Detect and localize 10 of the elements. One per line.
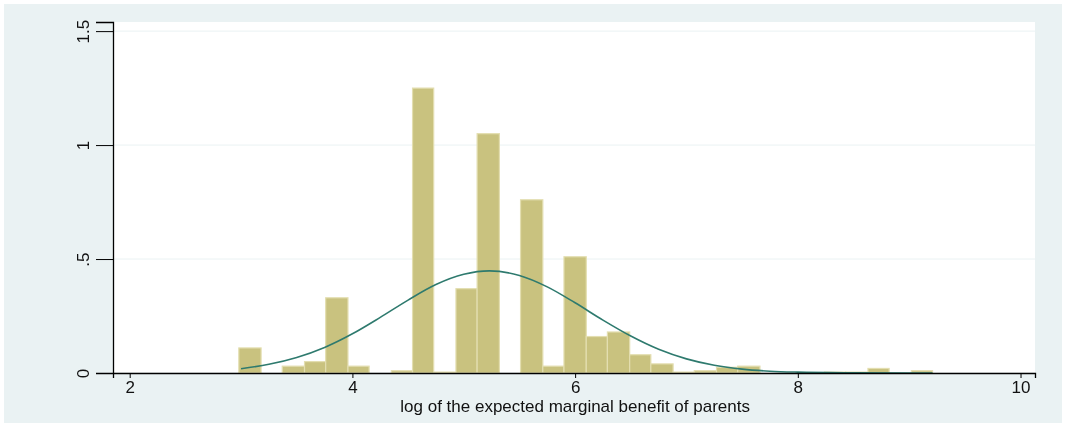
x-tick-label: 10: [1011, 378, 1031, 398]
x-tick-label: 2: [125, 378, 135, 398]
y-tick-label: 0: [73, 368, 93, 379]
x-tick-label: 8: [793, 378, 804, 398]
x-tick-label: 6: [570, 378, 581, 398]
x-axis-title: log of the expected marginal benefit of parents: [400, 397, 750, 416]
y-tick-label: .5: [73, 252, 93, 267]
y-tick-label: 1.5: [73, 19, 93, 44]
y-tick-label: 1: [73, 140, 93, 151]
x-tick-label: 4: [348, 378, 358, 398]
